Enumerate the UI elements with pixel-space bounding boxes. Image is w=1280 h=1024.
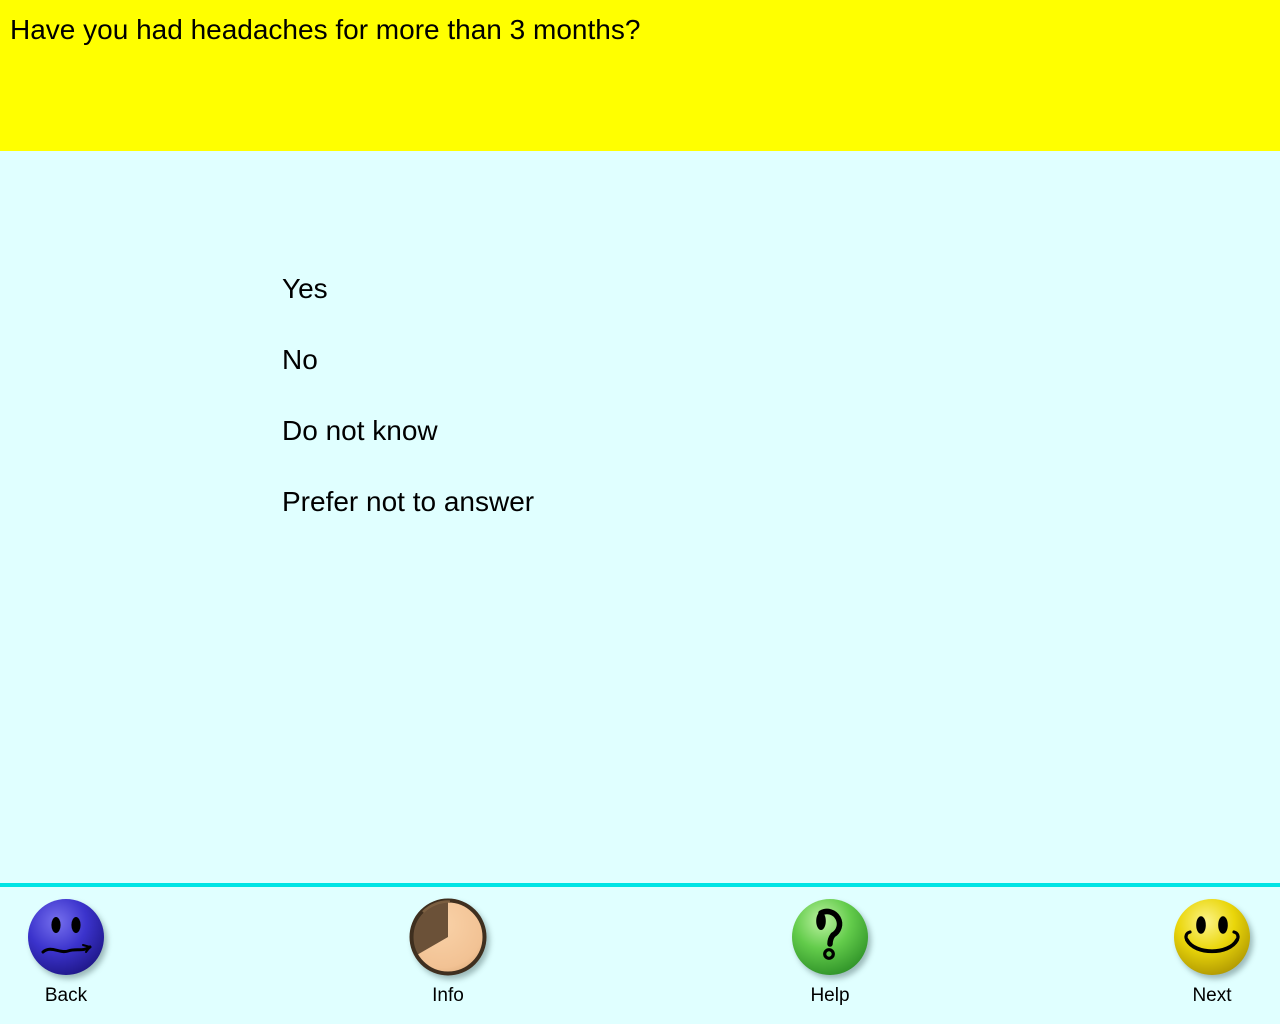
info-button[interactable]: Info bbox=[378, 895, 518, 1007]
answer-option-prefer-not-to-answer[interactable]: Prefer not to answer bbox=[282, 485, 535, 517]
answer-option-yes[interactable]: Yes bbox=[282, 272, 328, 304]
question-text: Have you had headaches for more than 3 m… bbox=[10, 14, 641, 45]
question-banner: Have you had headaches for more than 3 m… bbox=[0, 0, 1280, 151]
help-button-label: Help bbox=[810, 985, 850, 1006]
next-button[interactable]: Next bbox=[1142, 895, 1280, 1007]
answer-options: Yes No Do not know Prefer not to answer bbox=[282, 253, 534, 537]
back-button[interactable]: Back bbox=[0, 895, 136, 1007]
back-button-label: Back bbox=[44, 985, 88, 1006]
pie-chart-icon bbox=[409, 898, 487, 976]
question-mark-icon bbox=[792, 899, 868, 975]
smiley-face-icon bbox=[1174, 899, 1250, 975]
info-button-label: Info bbox=[432, 985, 464, 1006]
help-button[interactable]: Help bbox=[760, 895, 900, 1007]
next-button-label: Next bbox=[1192, 985, 1232, 1006]
sad-face-icon bbox=[28, 899, 104, 975]
answer-option-do-not-know[interactable]: Do not know bbox=[282, 414, 438, 446]
toolbar-divider bbox=[0, 883, 1280, 887]
answer-option-no[interactable]: No bbox=[282, 343, 318, 375]
